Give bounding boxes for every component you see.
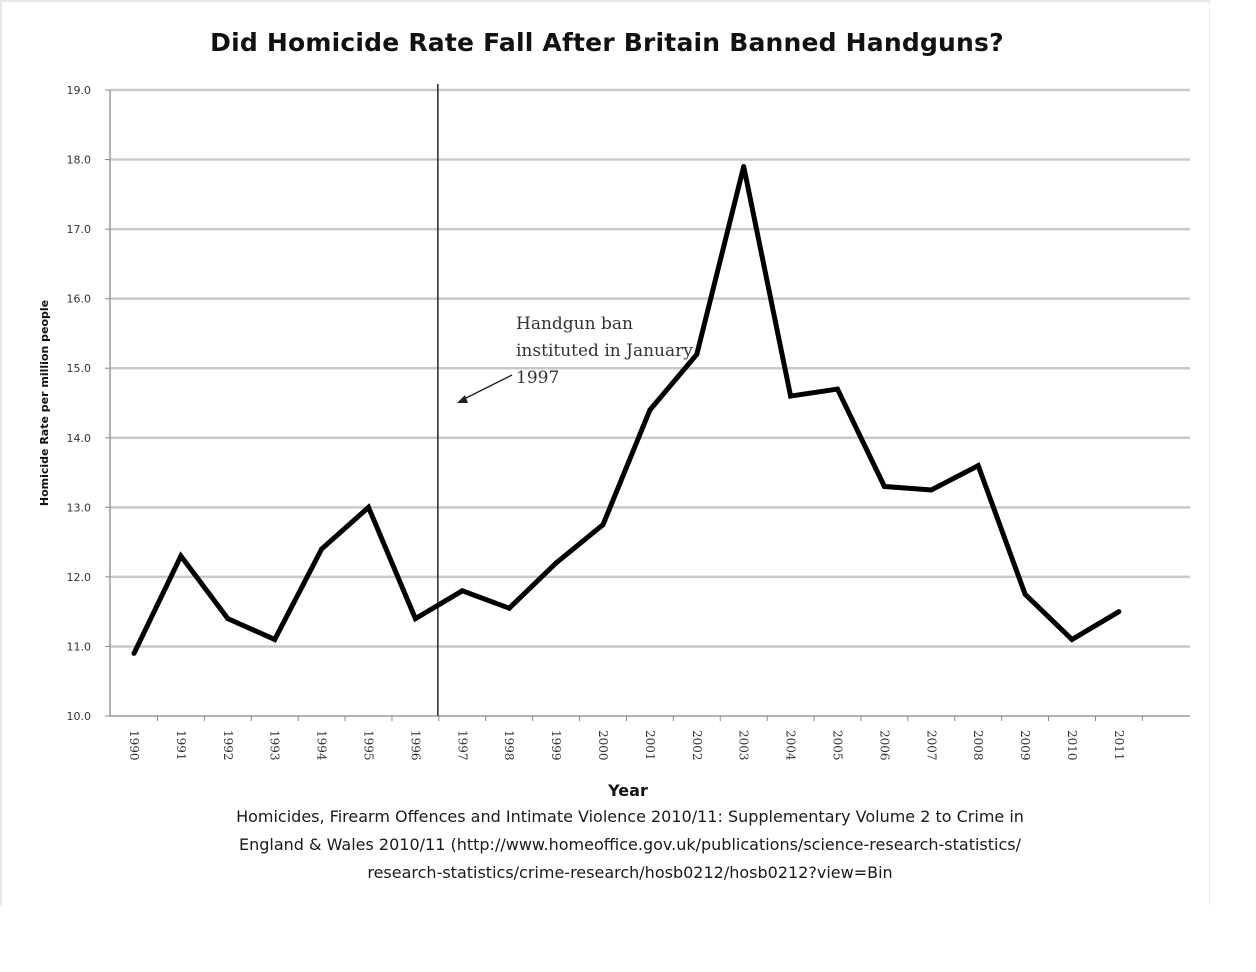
y-axis-label: Homicide Rate per million people: [38, 300, 51, 506]
annotation-arrow-head: [457, 395, 468, 403]
data-point-2009: [1022, 591, 1028, 597]
data-point-1996: [412, 616, 418, 622]
x-tick-label-2000: 2000: [596, 730, 610, 761]
y-tick-label-11.0: 11.0: [67, 640, 92, 653]
x-tick-label-2009: 2009: [1018, 730, 1032, 761]
x-tick-label-1993: 1993: [268, 730, 282, 761]
data-point-1990: [131, 650, 137, 656]
data-point-2000: [600, 522, 606, 528]
annotation-line-3: 1997: [516, 368, 559, 388]
chart-title: Did Homicide Rate Fall After Britain Ban…: [210, 28, 1004, 57]
x-tick-label-1996: 1996: [408, 730, 422, 761]
data-point-2006: [881, 483, 887, 489]
x-tick-label-1992: 1992: [221, 730, 235, 761]
x-tick-label-2003: 2003: [737, 730, 751, 761]
data-point-2008: [975, 463, 981, 469]
data-point-2005: [835, 386, 840, 392]
source-line-1: Homicides, Firearm Offences and Intimate…: [236, 807, 1024, 826]
x-tick-label-2007: 2007: [924, 730, 938, 761]
annotation-line-1: Handgun ban: [516, 314, 633, 334]
y-tick-label-14.0: 14.0: [67, 432, 92, 445]
x-tick-label-2010: 2010: [1065, 730, 1079, 761]
y-tick-label-17.0: 17.0: [67, 223, 92, 236]
data-point-2010: [1069, 636, 1075, 642]
x-tick-label-2002: 2002: [690, 730, 704, 761]
homicide-rate-line: [131, 165, 1121, 655]
x-tick-label-1994: 1994: [315, 730, 329, 761]
x-tick-label-1997: 1997: [455, 730, 469, 761]
data-point-2011: [1116, 609, 1122, 615]
gridlines: [110, 88, 1190, 648]
x-tick-label-2005: 2005: [831, 730, 845, 761]
data-point-2002: [694, 351, 700, 357]
y-tick-label-15.0: 15.0: [67, 362, 92, 375]
x-tick-label-1999: 1999: [549, 730, 563, 761]
x-tick-label-2008: 2008: [971, 730, 985, 761]
x-tick-label-2011: 2011: [1112, 730, 1126, 761]
source-note: Homicides, Firearm Offences and Intimate…: [100, 803, 1160, 887]
x-axis-label: Year: [607, 781, 648, 800]
x-tick-label-1991: 1991: [174, 730, 188, 761]
data-point-1995: [366, 504, 371, 510]
data-point-1999: [553, 560, 559, 566]
x-tick-label-1990: 1990: [127, 730, 141, 761]
annotation: Handgun ban instituted in January 1997: [457, 314, 693, 403]
y-tick-label-18.0: 18.0: [67, 154, 92, 167]
source-line-2: England & Wales 2010/11 (http://www.home…: [239, 835, 1021, 854]
x-tick-label-2006: 2006: [877, 730, 891, 761]
x-tick-label-1998: 1998: [502, 730, 516, 761]
y-tick-label-16.0: 16.0: [67, 293, 92, 306]
data-point-1991: [178, 553, 184, 559]
data-point-2003: [741, 164, 747, 170]
x-tick-label-2001: 2001: [643, 730, 657, 761]
series-layer: [131, 164, 1122, 656]
x-tick-labels: 1990 1991 1992 1993 1994 1995 1996 1997 1998 1999…: [127, 730, 1126, 761]
data-point-1992: [225, 616, 231, 622]
data-point-1994: [319, 546, 325, 552]
data-point-2004: [788, 393, 794, 399]
axes: [105, 89, 1190, 721]
chart-frame: [0, 0, 1210, 905]
x-tick-label-1995: 1995: [362, 730, 376, 761]
source-line-3: research-statistics/crime-research/hosb0…: [367, 863, 893, 882]
y-tick-label-13.0: 13.0: [67, 501, 92, 514]
data-point-2001: [647, 407, 653, 413]
x-tick-label-2004: 2004: [784, 730, 798, 761]
data-point-1997: [459, 588, 465, 594]
y-tick-label-10.0: 10.0: [67, 710, 92, 723]
y-tick-label-19.0: 19.0: [67, 84, 92, 97]
data-point-1998: [506, 605, 512, 611]
annotation-line-2: instituted in January: [516, 341, 693, 361]
data-point-2007: [928, 487, 934, 493]
y-tick-label-12.0: 12.0: [67, 571, 92, 584]
data-point-1993: [272, 636, 278, 642]
y-tick-labels: 10.0 11.0 12.0 13.0 14.0 15.0 16.0 17.0 18.0 19.0: [67, 84, 92, 723]
annotation-arrow-shaft: [461, 374, 513, 401]
